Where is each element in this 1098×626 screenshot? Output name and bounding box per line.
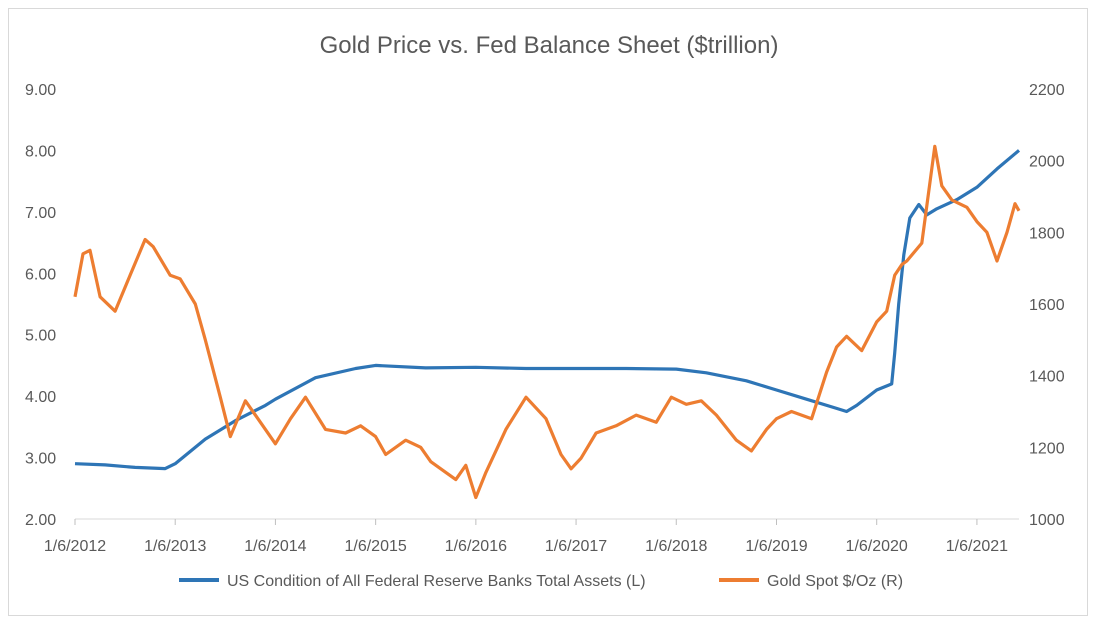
fed-balance-sheet-line <box>74 149 1021 471</box>
left-tick-label: 6.00 <box>25 266 56 283</box>
x-tick-label: 1/6/2016 <box>445 538 507 555</box>
right-axis-ticks: 1000 1200 1400 1600 1800 2000 2200 <box>1029 82 1065 529</box>
chart-svg: Gold Price vs. Fed Balance Sheet ($trill… <box>25 32 1065 590</box>
right-tick-label: 2200 <box>1029 82 1065 99</box>
legend-label: US Condition of All Federal Reserve Bank… <box>227 573 646 590</box>
chart-frame: Gold Price vs. Fed Balance Sheet ($trill… <box>8 8 1088 616</box>
right-tick-label: 1000 <box>1029 512 1065 529</box>
x-tick-label: 1/6/2015 <box>344 538 406 555</box>
left-tick-label: 8.00 <box>25 143 56 160</box>
x-tick-label: 1/6/2013 <box>144 538 206 555</box>
left-tick-label: 7.00 <box>25 205 56 222</box>
legend-label: Gold Spot $/Oz (R) <box>767 573 903 590</box>
left-tick-label: 3.00 <box>25 451 56 468</box>
left-axis-ticks: 2.00 3.00 4.00 5.00 6.00 7.00 8.00 9.00 <box>25 82 56 529</box>
right-tick-label: 1600 <box>1029 297 1065 314</box>
series-lines <box>73 144 1021 500</box>
x-tick-label: 1/6/2014 <box>244 538 306 555</box>
x-tick-label: 1/6/2012 <box>44 538 106 555</box>
x-tick-label: 1/6/2020 <box>846 538 908 555</box>
left-tick-label: 2.00 <box>25 512 56 529</box>
chart-title: Gold Price vs. Fed Balance Sheet ($trill… <box>320 32 779 59</box>
right-tick-label: 1800 <box>1029 225 1065 242</box>
right-tick-label: 1400 <box>1029 369 1065 386</box>
left-tick-label: 4.00 <box>25 389 56 406</box>
gold-price-line <box>73 144 1021 500</box>
right-tick-label: 1200 <box>1029 440 1065 457</box>
left-tick-label: 9.00 <box>25 82 56 99</box>
x-tick-label: 1/6/2018 <box>645 538 707 555</box>
x-tick-label: 1/6/2017 <box>545 538 607 555</box>
x-tick-label: 1/6/2021 <box>946 538 1008 555</box>
x-tick-label: 1/6/2019 <box>745 538 807 555</box>
left-tick-label: 5.00 <box>25 328 56 345</box>
right-tick-label: 2000 <box>1029 154 1065 171</box>
legend: US Condition of All Federal Reserve Bank… <box>179 573 903 590</box>
x-axis: 1/6/2012 1/6/2013 1/6/2014 1/6/2015 1/6/2016… <box>44 518 1019 555</box>
